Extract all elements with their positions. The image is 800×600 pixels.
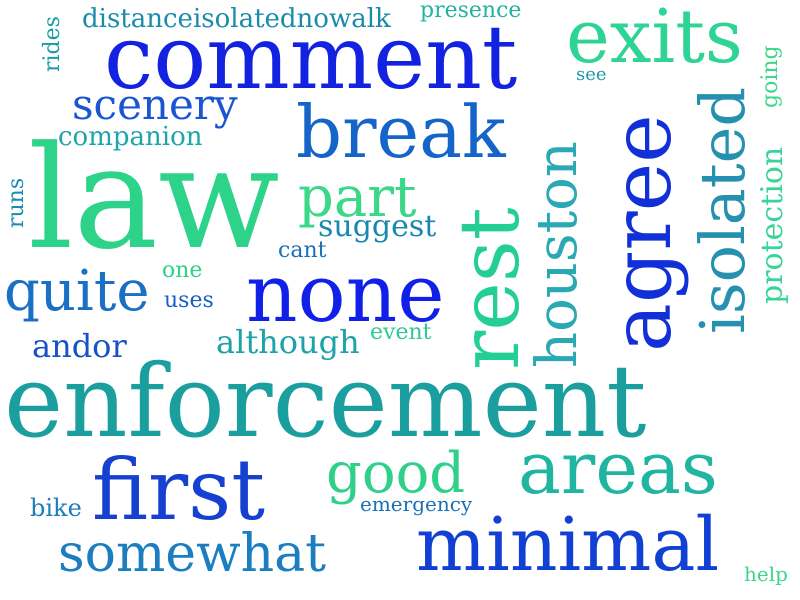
word-cant: cant <box>278 238 327 263</box>
word-scenery: scenery <box>72 80 238 129</box>
word-minimal: minimal <box>416 502 720 588</box>
word-suggest: suggest <box>318 209 437 244</box>
word-first: first <box>92 441 266 539</box>
word-none: none <box>246 247 445 340</box>
word-see: see <box>576 64 607 85</box>
word-houston: houston <box>525 141 590 368</box>
word-somewhat: somewhat <box>58 524 326 584</box>
word-help: help <box>744 562 788 586</box>
word-law: law <box>28 116 280 281</box>
word-andor: andor <box>32 327 127 365</box>
word-rides: rides <box>40 16 65 72</box>
word-going: going <box>758 45 783 108</box>
word-exits: exits <box>566 0 743 80</box>
word-distanceisolatednowalk: distanceisolatednowalk <box>82 4 391 34</box>
word-isolated-vertical: isolated <box>686 86 759 334</box>
word-although: although <box>216 323 360 361</box>
word-agree: agree <box>595 114 690 352</box>
word-comment: comment <box>104 6 518 109</box>
word-part: part <box>298 165 417 230</box>
word-companion: companion <box>58 122 203 152</box>
word-enforcement: enforcement <box>4 343 647 460</box>
word-runs: runs <box>4 177 29 228</box>
word-quite: quite <box>4 259 150 324</box>
word-emergency: emergency <box>360 492 473 516</box>
word-areas: areas <box>518 426 718 510</box>
word-good: good <box>326 441 466 506</box>
word-presence: presence <box>420 0 522 23</box>
word-uses: uses <box>164 288 214 313</box>
word-bike: bike <box>30 494 82 522</box>
word-one: one <box>162 258 203 283</box>
word-event: event <box>370 320 432 345</box>
word-rest: rest <box>443 207 538 370</box>
word-protection: protection <box>755 146 790 304</box>
word-break: break <box>296 90 506 174</box>
